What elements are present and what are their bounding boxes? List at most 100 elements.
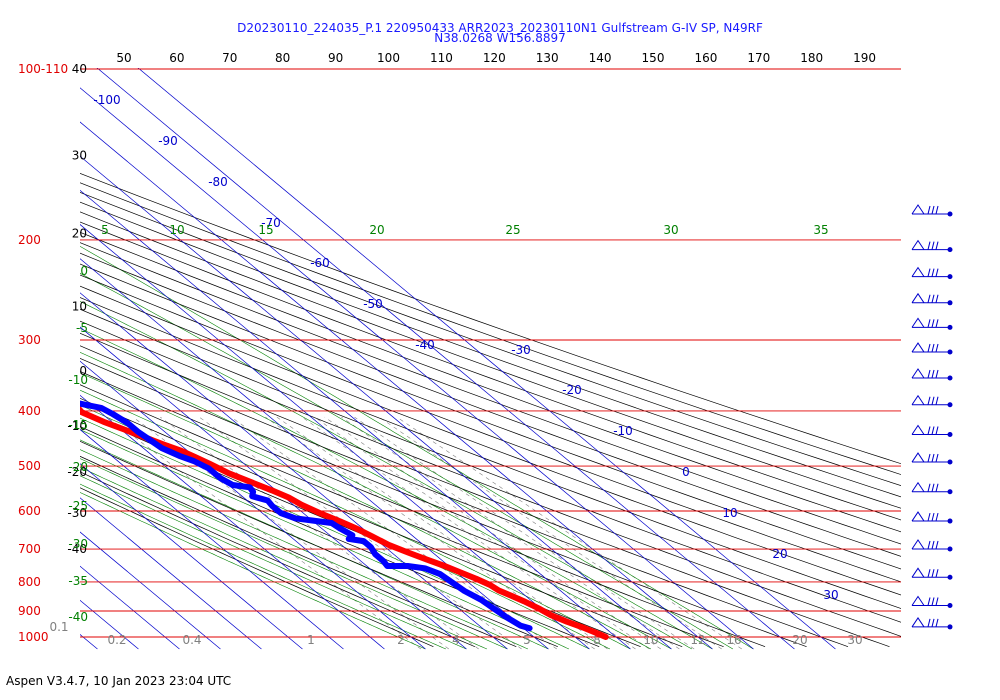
wind-barb bbox=[911, 481, 953, 495]
wind-barb-feather bbox=[935, 396, 939, 405]
wind-barb-station bbox=[947, 602, 953, 608]
mixing-ratio-label: 10 bbox=[643, 633, 658, 647]
wind-barb-feather bbox=[931, 396, 935, 405]
wind-barb-feather bbox=[931, 618, 935, 628]
isotherm-label: 10 bbox=[722, 506, 737, 520]
wind-barb-station bbox=[947, 489, 953, 495]
dry-adiabat-line bbox=[80, 182, 901, 475]
wind-barb bbox=[911, 617, 953, 630]
isotherm-line bbox=[0, 56, 15, 649]
wind-barb bbox=[911, 368, 953, 381]
wind-barb-station bbox=[947, 459, 953, 465]
mixing-ratio-label: 1 bbox=[307, 633, 315, 647]
wind-barb-feather bbox=[927, 369, 931, 379]
moist-adiabat-label: -40 bbox=[68, 610, 88, 624]
wind-barb-feather bbox=[931, 241, 935, 250]
wind-barb-feather bbox=[931, 205, 935, 215]
moist-adiabat-label: -15 bbox=[68, 418, 88, 432]
dry-adiabat-line bbox=[80, 440, 558, 648]
wind-barb-station bbox=[947, 211, 953, 217]
wind-barb-feather bbox=[927, 540, 931, 550]
mixing-ratio-line bbox=[276, 416, 608, 650]
wind-barb bbox=[911, 567, 953, 580]
isotherm-line bbox=[80, 429, 344, 650]
wind-barb bbox=[911, 394, 953, 408]
wind-barb-feather bbox=[927, 618, 931, 628]
wind-barb-pennant bbox=[911, 567, 925, 578]
moist-adiabat-line bbox=[80, 466, 488, 650]
wind-barb-pennant bbox=[911, 394, 925, 406]
wind-barb-station bbox=[947, 349, 953, 355]
moist-adiabat-line bbox=[80, 301, 713, 650]
isotherm-line bbox=[80, 497, 262, 650]
wind-barb-feather bbox=[927, 512, 931, 522]
moist-adiabat-line bbox=[80, 417, 590, 650]
dry-adiabat-line bbox=[80, 242, 901, 545]
wind-barb-feather bbox=[931, 268, 935, 277]
top-tick-label: 140 bbox=[589, 51, 612, 65]
moist-adiabat-line bbox=[80, 372, 652, 650]
wind-barb bbox=[911, 342, 953, 355]
wind-barb-feather bbox=[927, 205, 931, 215]
isotherm-line bbox=[80, 634, 98, 650]
pressure-label: 1000 bbox=[18, 630, 49, 644]
mixing-ratio-line bbox=[354, 416, 695, 650]
isotherm-line bbox=[96, 68, 795, 650]
isotherm-line bbox=[80, 292, 508, 650]
wind-barb-pennant bbox=[911, 595, 925, 606]
wind-barb-feather bbox=[927, 597, 931, 606]
wind-barb-feather bbox=[927, 483, 931, 492]
dewpoint-trace bbox=[80, 400, 533, 632]
top-tick-label: 50 bbox=[116, 51, 131, 65]
wind-barb-feather bbox=[931, 426, 935, 435]
chart-title: D20230110_224035_P.1 220950433 ARR2023_2… bbox=[237, 21, 763, 35]
mixing-ratio-line bbox=[314, 416, 650, 650]
wind-barb-feather bbox=[935, 268, 939, 277]
pressure-label: 300 bbox=[18, 333, 41, 347]
isotherm-label: 30 bbox=[823, 588, 838, 602]
wind-barb-feather bbox=[931, 540, 935, 550]
wind-barb-feather bbox=[927, 268, 931, 277]
mixing-ratio-label: 0.2 bbox=[107, 633, 126, 647]
wind-barb bbox=[911, 292, 953, 306]
potential-temp-label: 30 bbox=[72, 148, 87, 162]
wind-barb-feather bbox=[927, 569, 931, 578]
wind-barb-feather bbox=[927, 426, 931, 435]
wind-barb-pennant bbox=[911, 292, 925, 304]
top-tick-label: 70 bbox=[222, 51, 237, 65]
top-tick-label: 160 bbox=[694, 51, 717, 65]
dry-adiabat-line bbox=[80, 384, 724, 648]
top-tick-label: 190 bbox=[853, 51, 876, 65]
dry-adiabat-line bbox=[80, 426, 600, 648]
potential-temp-label: 40 bbox=[72, 62, 87, 76]
isotherm-line bbox=[80, 121, 713, 650]
pressure-label: 400 bbox=[18, 404, 41, 418]
isotherm-label: -10 bbox=[613, 424, 633, 438]
wind-barb bbox=[911, 424, 953, 437]
moist-adiabat-label: -35 bbox=[68, 574, 88, 588]
pressure-label: 600 bbox=[18, 504, 41, 518]
wind-barb-feather bbox=[927, 319, 931, 328]
wind-barb-feather bbox=[927, 241, 931, 250]
wind-barb-pennant bbox=[911, 317, 925, 328]
moist-adiabat-line bbox=[80, 272, 734, 650]
isotherm-line bbox=[80, 87, 754, 650]
wind-barb-pennant bbox=[911, 424, 925, 435]
isotherm-line bbox=[80, 565, 180, 650]
wind-barb bbox=[911, 239, 953, 253]
moist-adiabat-line bbox=[80, 449, 529, 650]
mixing-ratio-label: 16 bbox=[726, 633, 741, 647]
top-tick-label: 130 bbox=[536, 51, 559, 65]
wind-barb-station bbox=[947, 546, 953, 552]
wind-barb-pennant bbox=[911, 368, 925, 379]
isotherm-label: -40 bbox=[415, 338, 435, 352]
wind-barb-pennant bbox=[911, 539, 925, 550]
wind-barb bbox=[911, 539, 953, 552]
wind-barb-pennant bbox=[911, 511, 925, 522]
wind-barb bbox=[911, 204, 953, 217]
dry-adiabat-line bbox=[80, 345, 849, 648]
moist-adiabat-label: 15 bbox=[258, 223, 273, 237]
wind-barb-feather bbox=[935, 569, 939, 578]
temperature-trace bbox=[80, 405, 609, 640]
wind-barb-station bbox=[947, 324, 953, 330]
